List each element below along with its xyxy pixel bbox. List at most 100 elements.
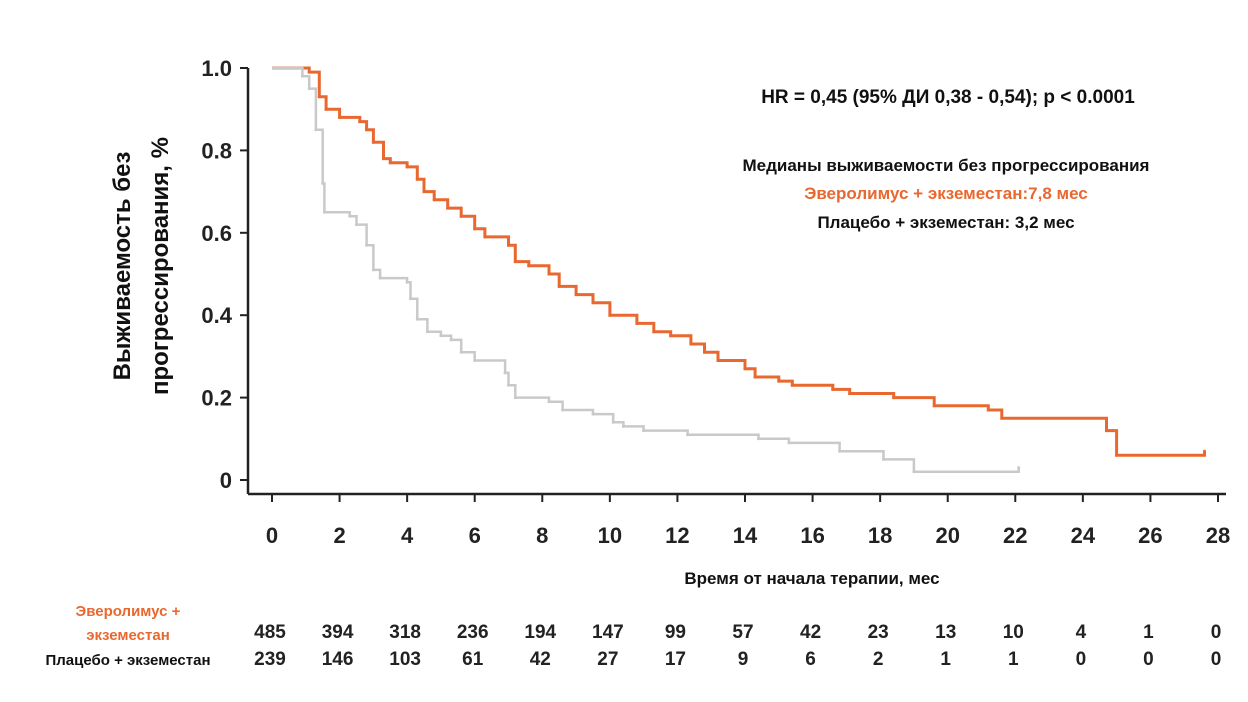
- point-placebo: [348, 214, 352, 218]
- y-axis-label-line1: Выживаемость без: [109, 152, 136, 381]
- risk-value: 485: [254, 622, 286, 643]
- point-placebo: [621, 424, 625, 428]
- point-everolimus: [338, 115, 342, 119]
- risk-value: 236: [457, 622, 489, 643]
- x-tick-label: 16: [800, 523, 824, 548]
- point-everolimus: [365, 128, 369, 132]
- risk-value: 57: [732, 622, 753, 643]
- point-placebo: [425, 330, 429, 334]
- point-everolimus: [574, 293, 578, 297]
- point-everolimus: [1105, 429, 1108, 433]
- y-tick-label: 1.0: [201, 56, 232, 81]
- risk-value: 394: [322, 622, 354, 643]
- point-everolimus: [371, 140, 375, 144]
- point-everolimus: [432, 198, 436, 202]
- point-everolimus: [483, 235, 487, 239]
- risk-value: 239: [254, 649, 286, 670]
- point-everolimus: [716, 359, 720, 362]
- point-everolimus: [527, 264, 531, 268]
- point-everolimus: [831, 387, 835, 391]
- point-everolimus: [1203, 449, 1206, 453]
- x-tick-label: 20: [935, 523, 959, 548]
- point-everolimus: [703, 350, 706, 354]
- point-everolimus: [669, 334, 673, 338]
- point-placebo: [787, 441, 791, 445]
- hr-annotation: HR = 0,45 (95% ДИ 0,38 - 0,54); p < 0.00…: [761, 87, 1135, 108]
- x-tick-label: 2: [333, 523, 345, 548]
- point-placebo: [591, 412, 595, 416]
- point-everolimus: [382, 157, 385, 161]
- risk-label-placebo: Плацебо + экземестан: [45, 652, 210, 669]
- point-placebo: [322, 210, 326, 214]
- risk-value: 0: [1211, 649, 1222, 670]
- y-tick-label: 0.4: [201, 303, 232, 328]
- point-placebo: [321, 181, 325, 185]
- risk-value: 147: [592, 622, 624, 643]
- point-placebo: [415, 317, 419, 321]
- median-placebo: Плацебо + экземестан: 3,2 мес: [817, 213, 1074, 232]
- point-everolimus: [513, 260, 517, 264]
- point-everolimus: [790, 383, 794, 387]
- point-everolimus: [932, 404, 936, 408]
- y-tick-label: 0: [220, 468, 232, 493]
- point-everolimus: [446, 206, 450, 210]
- y-tick-label: 0.6: [201, 221, 232, 246]
- point-everolimus: [459, 214, 463, 218]
- point-everolimus: [415, 177, 419, 181]
- point-everolimus: [753, 375, 757, 379]
- point-everolimus: [358, 120, 362, 124]
- risk-value: 61: [462, 649, 484, 670]
- x-tick-label: 22: [1003, 523, 1027, 548]
- point-everolimus: [743, 367, 747, 371]
- risk-value: 194: [524, 622, 556, 643]
- point-placebo: [513, 396, 517, 400]
- point-everolimus: [652, 330, 656, 334]
- point-everolimus: [591, 301, 595, 305]
- series-line-placebo: [272, 66, 1020, 474]
- y-tick-label: 0.8: [201, 138, 232, 163]
- point-placebo: [473, 359, 477, 362]
- x-tick-label: 6: [469, 523, 481, 548]
- risk-value: 9: [738, 649, 749, 670]
- point-everolimus: [405, 165, 409, 169]
- point-everolimus: [324, 107, 328, 111]
- point-placebo: [307, 87, 311, 91]
- x-tick-label: 0: [266, 523, 278, 548]
- point-everolimus: [422, 190, 426, 194]
- risk-value: 146: [322, 649, 354, 670]
- risk-value: 1: [1008, 649, 1019, 670]
- point-placebo: [409, 297, 412, 301]
- risk-value: 27: [597, 649, 618, 670]
- risk-value: 0: [1211, 622, 1222, 643]
- point-placebo: [757, 437, 760, 441]
- risk-value: 99: [665, 622, 686, 643]
- point-placebo: [405, 280, 409, 284]
- point-everolimus: [557, 284, 561, 288]
- risk-value: 10: [1003, 622, 1024, 643]
- point-placebo: [642, 429, 646, 433]
- point-everolimus: [892, 396, 896, 400]
- risk-value: 17: [665, 649, 686, 670]
- point-everolimus: [777, 379, 781, 383]
- x-tick-label: 10: [598, 523, 622, 548]
- point-everolimus: [848, 392, 852, 395]
- point-placebo: [912, 470, 916, 474]
- point-placebo: [882, 457, 885, 461]
- point-placebo: [300, 74, 304, 78]
- point-placebo: [507, 383, 510, 387]
- point-placebo: [459, 350, 463, 354]
- risk-value: 23: [868, 622, 889, 643]
- point-placebo: [547, 400, 551, 404]
- point-everolimus: [547, 272, 551, 276]
- point-everolimus: [507, 243, 510, 247]
- point-everolimus: [388, 161, 392, 165]
- median-everolimus: Эверолимус + экземестан:7,8 мес: [804, 184, 1088, 203]
- point-everolimus: [1115, 453, 1119, 457]
- point-placebo: [449, 338, 453, 342]
- point-placebo: [503, 371, 507, 375]
- y-axis-label-line2: прогрессирования, %: [147, 137, 174, 395]
- point-placebo: [1017, 466, 1021, 470]
- point-placebo: [611, 420, 615, 424]
- y-tick-label: 0.2: [201, 386, 232, 411]
